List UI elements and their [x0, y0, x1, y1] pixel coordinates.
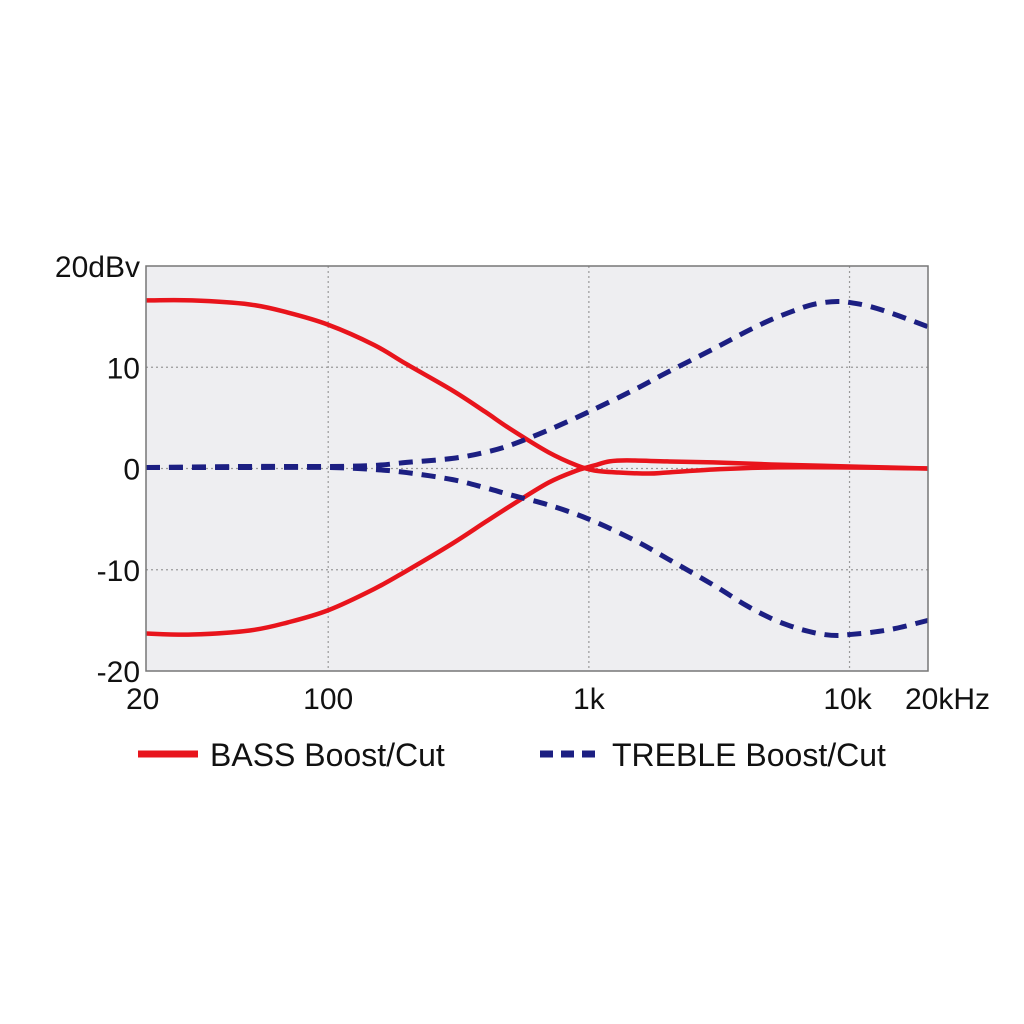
legend-label-treble: TREBLE Boost/Cut: [612, 737, 886, 773]
curves-layer: [145, 297, 929, 639]
treble-boost-curve: [145, 298, 929, 470]
x-axis-labels: 20 100 1k 10k 20kHz: [126, 683, 990, 716]
x-tick-label: 1k: [573, 683, 606, 716]
x-tick-label: 20kHz: [905, 683, 990, 716]
plot-border: [145, 265, 929, 672]
y-tick-label: 0: [123, 454, 140, 487]
legend: BASS Boost/Cut TREBLE Boost/Cut: [138, 737, 886, 773]
plot-frame: [145, 265, 929, 672]
x-tick-label: 10k: [823, 683, 872, 716]
treble-cut-curve: [145, 464, 929, 639]
x-tick-label: 100: [303, 683, 353, 716]
legend-label-bass: BASS Boost/Cut: [210, 737, 445, 773]
y-axis-labels: 20dBv 10 0 -10 -20: [55, 251, 140, 689]
y-tick-label: 10: [107, 352, 140, 385]
y-tick-label: -10: [97, 555, 140, 588]
bass-cut-curve: [145, 458, 929, 637]
y-tick-label: 20dBv: [55, 251, 140, 284]
y-tick-label: -20: [97, 656, 140, 689]
bass-boost-curve: [145, 297, 929, 476]
x-tick-label: 20: [126, 683, 159, 716]
